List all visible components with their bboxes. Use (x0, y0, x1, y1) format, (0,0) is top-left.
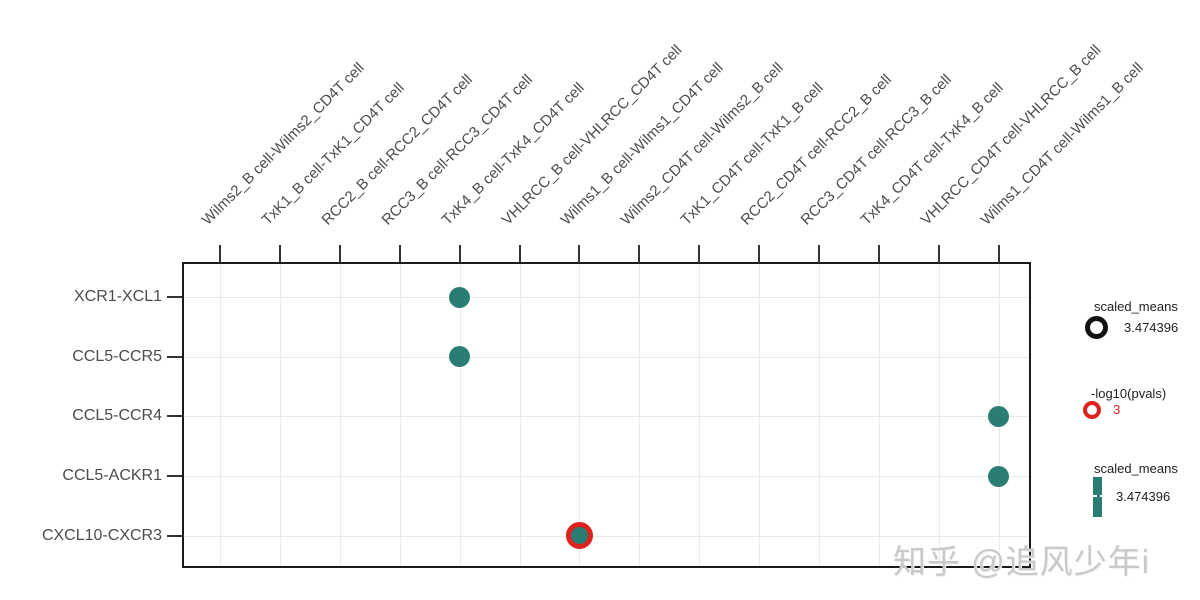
gridline-horizontal (184, 476, 1029, 478)
y-axis-tick (167, 355, 182, 358)
legend-open-circle-red-icon (1083, 401, 1101, 419)
x-axis-tick (398, 245, 401, 263)
y-axis-tick (167, 534, 182, 537)
gridline-horizontal (184, 416, 1029, 418)
gridline-vertical (279, 264, 281, 566)
x-axis-tick (278, 245, 281, 263)
y-axis-tick (167, 296, 182, 298)
gridline-vertical (759, 264, 761, 566)
gridline-vertical (699, 264, 701, 566)
x-axis-tick (698, 245, 701, 263)
y-axis-label: CCL5-ACKR1 (62, 467, 162, 485)
data-point (449, 346, 471, 368)
gridline-vertical (459, 264, 461, 566)
legend-colorbar-teal-icon (1093, 477, 1102, 517)
gridline-horizontal (184, 356, 1029, 358)
x-axis-tick (877, 245, 880, 263)
y-axis-label: CCL5-CCR4 (72, 407, 162, 425)
gridline-vertical (519, 264, 521, 566)
gridline-vertical (399, 264, 401, 566)
gridline-vertical (339, 264, 341, 566)
legend-title: scaled_means (1094, 299, 1178, 314)
watermark: 知乎 @追风少年i (893, 543, 1150, 580)
y-axis-label: XCR1-XCL1 (73, 288, 162, 305)
x-axis-tick (518, 245, 521, 263)
x-axis-tick (219, 245, 221, 263)
gridline-vertical (819, 264, 820, 566)
data-point-significant (565, 522, 593, 550)
legend-title: scaled_means (1094, 461, 1178, 476)
x-axis-tick (937, 245, 940, 263)
gridline-vertical (220, 264, 221, 566)
gridline-vertical (938, 264, 940, 566)
colorbar-tick (1100, 495, 1102, 497)
legend-title: -log10(pvals) (1091, 386, 1167, 401)
legend-value: 3 (1113, 402, 1121, 417)
x-axis-tick (818, 245, 820, 263)
x-axis-tick (758, 245, 761, 263)
gridline-vertical (639, 264, 641, 566)
gridline-vertical (878, 264, 880, 566)
y-axis-tick (167, 415, 182, 418)
y-axis-label: CCL5-CCR5 (72, 347, 162, 365)
legend-value: 3.474396 (1116, 489, 1171, 504)
gridline-horizontal (184, 535, 1029, 537)
data-point (988, 405, 1010, 427)
plot-area (182, 262, 1031, 568)
x-axis-tick (638, 245, 641, 263)
gridline-vertical (579, 264, 581, 566)
data-point (449, 286, 471, 308)
x-axis-tick (338, 245, 341, 263)
y-axis-tick (167, 475, 182, 478)
x-axis-tick (578, 245, 581, 263)
colorbar-tick (1093, 495, 1097, 497)
legend-value: 3.474396 (1124, 320, 1179, 335)
y-axis-label: CXCL10-CXCR3 (41, 526, 162, 544)
x-axis-tick (458, 245, 461, 263)
data-point (988, 465, 1010, 487)
legend-open-circle-black-icon (1085, 316, 1108, 339)
x-axis-tick (997, 245, 1000, 263)
gridline-horizontal (184, 297, 1029, 298)
